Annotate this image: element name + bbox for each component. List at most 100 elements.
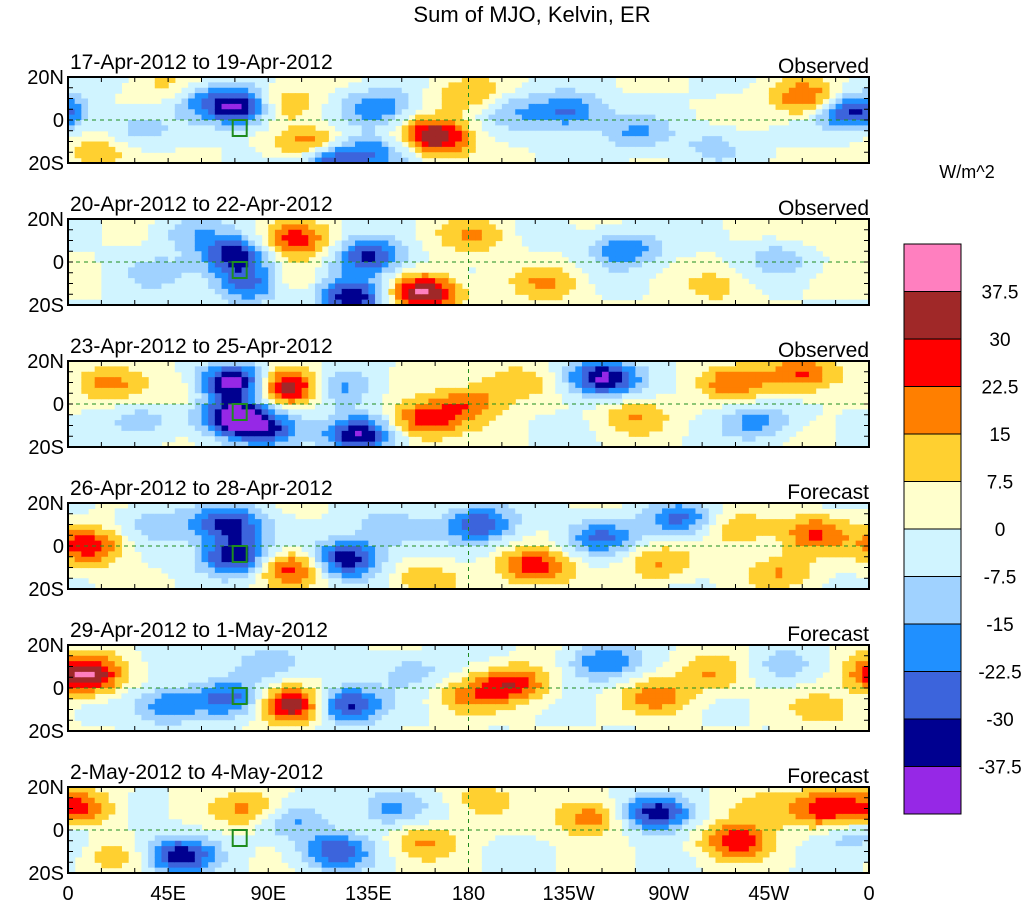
contour-cell bbox=[241, 262, 249, 268]
contour-cell bbox=[421, 404, 430, 410]
contour-cell bbox=[748, 414, 757, 421]
contour-cell bbox=[368, 366, 376, 373]
contour-cell bbox=[68, 130, 76, 137]
y-tick-label: 0 bbox=[53, 110, 64, 132]
contour-cell bbox=[381, 109, 389, 116]
contour-cell bbox=[381, 272, 389, 279]
contour-cell bbox=[628, 425, 636, 432]
contour-cell bbox=[595, 87, 603, 94]
contour-cell bbox=[435, 294, 443, 301]
contour-cell bbox=[375, 103, 383, 110]
contour-cell bbox=[655, 240, 663, 247]
contour-cell bbox=[448, 141, 456, 148]
contour-cell bbox=[802, 283, 810, 290]
contour-cell bbox=[241, 578, 249, 585]
contour-cell bbox=[642, 404, 650, 410]
contour-cell bbox=[188, 540, 196, 547]
contour-cell bbox=[468, 87, 476, 94]
contour-cell bbox=[375, 503, 383, 509]
contour-cell bbox=[134, 272, 143, 279]
contour-cell bbox=[468, 146, 476, 153]
contour-cell bbox=[174, 546, 183, 552]
contour-cell bbox=[188, 366, 196, 373]
contour-cell bbox=[708, 224, 717, 231]
contour-cell bbox=[201, 409, 209, 416]
contour-cell bbox=[775, 404, 783, 410]
contour-cell bbox=[842, 125, 850, 132]
contour-cell bbox=[395, 103, 403, 110]
contour-cell bbox=[561, 387, 570, 394]
contour-cell bbox=[481, 235, 490, 242]
contour-cell bbox=[355, 398, 363, 405]
contour-cell bbox=[508, 398, 516, 405]
contour-cell bbox=[401, 82, 410, 89]
contour-cell bbox=[254, 98, 263, 105]
contour-cell bbox=[655, 136, 663, 143]
contour-cell bbox=[555, 120, 563, 126]
contour-cell bbox=[808, 377, 817, 384]
contour-cell bbox=[555, 272, 563, 279]
contour-cell bbox=[561, 361, 570, 367]
contour-cell bbox=[194, 503, 203, 509]
contour-cell bbox=[314, 535, 323, 542]
contour-cell bbox=[335, 146, 343, 153]
contour-cell bbox=[802, 409, 810, 416]
contour-cell bbox=[94, 540, 102, 547]
contour-cell bbox=[261, 551, 269, 558]
contour-cell bbox=[642, 146, 650, 153]
contour-cell bbox=[81, 562, 89, 569]
contour-cell bbox=[201, 414, 209, 421]
contour-cell bbox=[234, 125, 243, 132]
contour-cell bbox=[188, 224, 196, 231]
contour-cell bbox=[728, 262, 737, 268]
contour-cell bbox=[748, 77, 757, 83]
contour-cell bbox=[161, 551, 169, 558]
contour-cell bbox=[602, 278, 610, 285]
y-tick-label: 20N bbox=[27, 209, 64, 231]
contour-cell bbox=[561, 152, 570, 159]
contour-cell bbox=[168, 556, 176, 563]
contour-cell bbox=[188, 109, 196, 116]
contour-cell bbox=[435, 535, 443, 542]
contour-cell bbox=[228, 157, 236, 163]
contour-cell bbox=[355, 382, 363, 389]
contour-cell bbox=[428, 551, 436, 558]
contour-cell bbox=[294, 562, 303, 569]
contour-cell bbox=[688, 240, 697, 247]
contour-cell bbox=[328, 524, 336, 531]
contour-cell bbox=[762, 157, 770, 163]
contour-cell bbox=[348, 82, 356, 89]
contour-cell bbox=[581, 98, 590, 105]
contour-cell bbox=[294, 420, 303, 427]
contour-cell bbox=[168, 224, 176, 231]
contour-cell bbox=[128, 371, 136, 378]
contour-cell bbox=[615, 278, 623, 285]
contour-cell bbox=[341, 272, 349, 279]
contour-cell bbox=[595, 109, 603, 116]
contour-cell bbox=[615, 366, 623, 373]
contour-cell bbox=[548, 420, 556, 427]
contour-cell bbox=[68, 93, 76, 100]
contour-cell bbox=[568, 371, 576, 378]
contour-cell bbox=[715, 288, 723, 295]
contour-cell bbox=[274, 562, 283, 569]
contour-cell bbox=[622, 251, 630, 258]
contour-cell bbox=[788, 283, 797, 290]
contour-cell bbox=[348, 583, 356, 589]
contour-cell bbox=[221, 414, 229, 421]
contour-cell bbox=[395, 82, 403, 89]
contour-cell bbox=[588, 235, 596, 242]
contour-cell bbox=[428, 425, 436, 432]
contour-cell bbox=[862, 425, 869, 432]
contour-cell bbox=[268, 272, 276, 279]
contour-cell bbox=[802, 87, 810, 94]
contour-cell bbox=[94, 87, 102, 94]
contour-cell bbox=[208, 294, 216, 301]
contour-cell bbox=[628, 219, 636, 225]
contour-cell bbox=[675, 229, 683, 236]
contour-cell bbox=[802, 251, 810, 258]
contour-cell bbox=[168, 267, 176, 274]
contour-cell bbox=[335, 567, 343, 574]
contour-cell bbox=[68, 82, 76, 89]
